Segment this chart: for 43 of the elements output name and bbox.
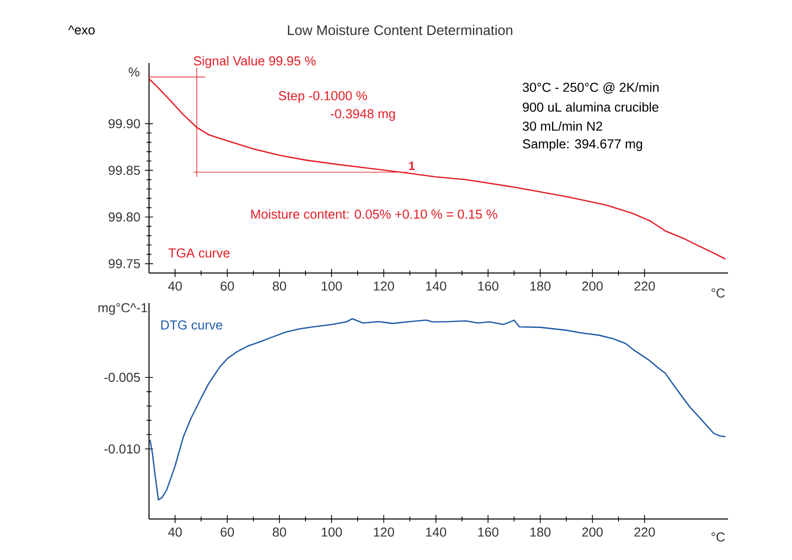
annotation: Sample: 394.677 mg [522, 138, 642, 152]
text: TGA curve [168, 248, 230, 258]
y-tick-label: 99.90 [108, 119, 140, 128]
x-tick-label: 220 [634, 528, 655, 537]
x-tick-label: 120 [374, 282, 394, 291]
annotation: Moisture content: 0.05% +0.10 % = 0.15 % [251, 209, 498, 219]
x-tick-label: 100 [322, 282, 342, 291]
x-tick-label: 200 [582, 528, 603, 537]
y-tick-label: -0.005 [104, 372, 140, 382]
x-tick-label: 180 [530, 528, 551, 537]
x-tick-label: 160 [478, 282, 498, 291]
x-tick-label: 100 [322, 528, 342, 537]
x-tick-label: 60 [220, 528, 234, 537]
chart-title: Low Moisture Content Determination [288, 24, 512, 36]
x-tick-label: 60 [220, 282, 234, 291]
y-tick-label: 99.75 [108, 259, 140, 268]
x-tick-label: 200 [582, 282, 603, 291]
annotation: 1 [409, 162, 415, 170]
annotation: 30 mL/min N2 [522, 121, 602, 131]
x-axis-title: °C [712, 532, 725, 542]
x-tick-label: 140 [426, 282, 446, 291]
x-tick-label: 120 [374, 528, 394, 537]
annotation: Step -0.1000 % [278, 91, 368, 103]
x-tick-label: 40 [168, 528, 182, 537]
y-tick-label: -0.010 [104, 444, 140, 454]
annotation: 30°C - 250°C @ 2K/min [522, 82, 659, 94]
y-tick-label: 99.85 [108, 166, 140, 175]
annotation: 900 uL alumina crucible [522, 102, 658, 112]
annotation: -0.3948 mg [330, 109, 395, 121]
x-tick-label: 180 [530, 282, 551, 291]
x-tick-label: 220 [634, 282, 655, 291]
x-tick-label: 80 [272, 282, 286, 291]
text: DTG curve [161, 320, 222, 330]
x-tick-label: 40 [168, 282, 182, 291]
x-axis-title: °C [712, 288, 725, 298]
y-axis-title: % [128, 67, 140, 77]
y-tick-label: 99.80 [108, 212, 140, 222]
text: ^exo [68, 25, 95, 35]
annotation: Signal Value 99.95 % [194, 56, 316, 68]
x-tick-label: 140 [426, 528, 446, 537]
x-tick-label: 160 [478, 528, 498, 537]
y-axis-title: mg°C^-1 [98, 303, 148, 315]
x-tick-label: 80 [272, 528, 286, 537]
